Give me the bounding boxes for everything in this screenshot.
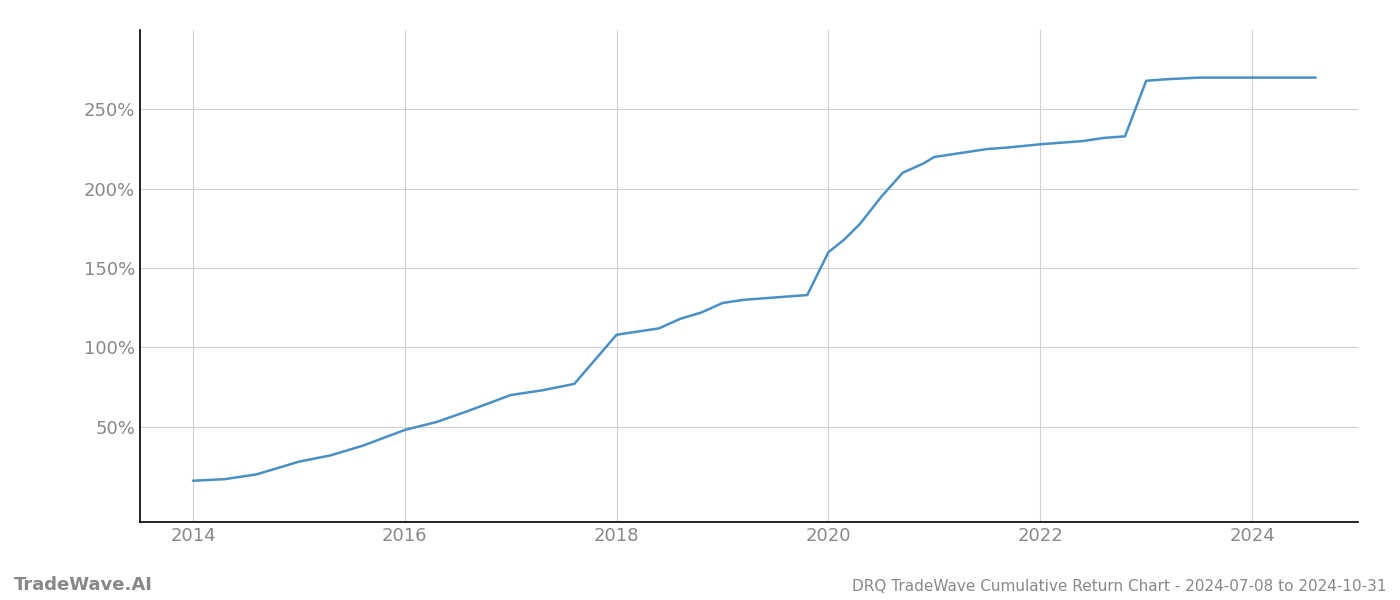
Text: DRQ TradeWave Cumulative Return Chart - 2024-07-08 to 2024-10-31: DRQ TradeWave Cumulative Return Chart - … (851, 579, 1386, 594)
Text: TradeWave.AI: TradeWave.AI (14, 576, 153, 594)
